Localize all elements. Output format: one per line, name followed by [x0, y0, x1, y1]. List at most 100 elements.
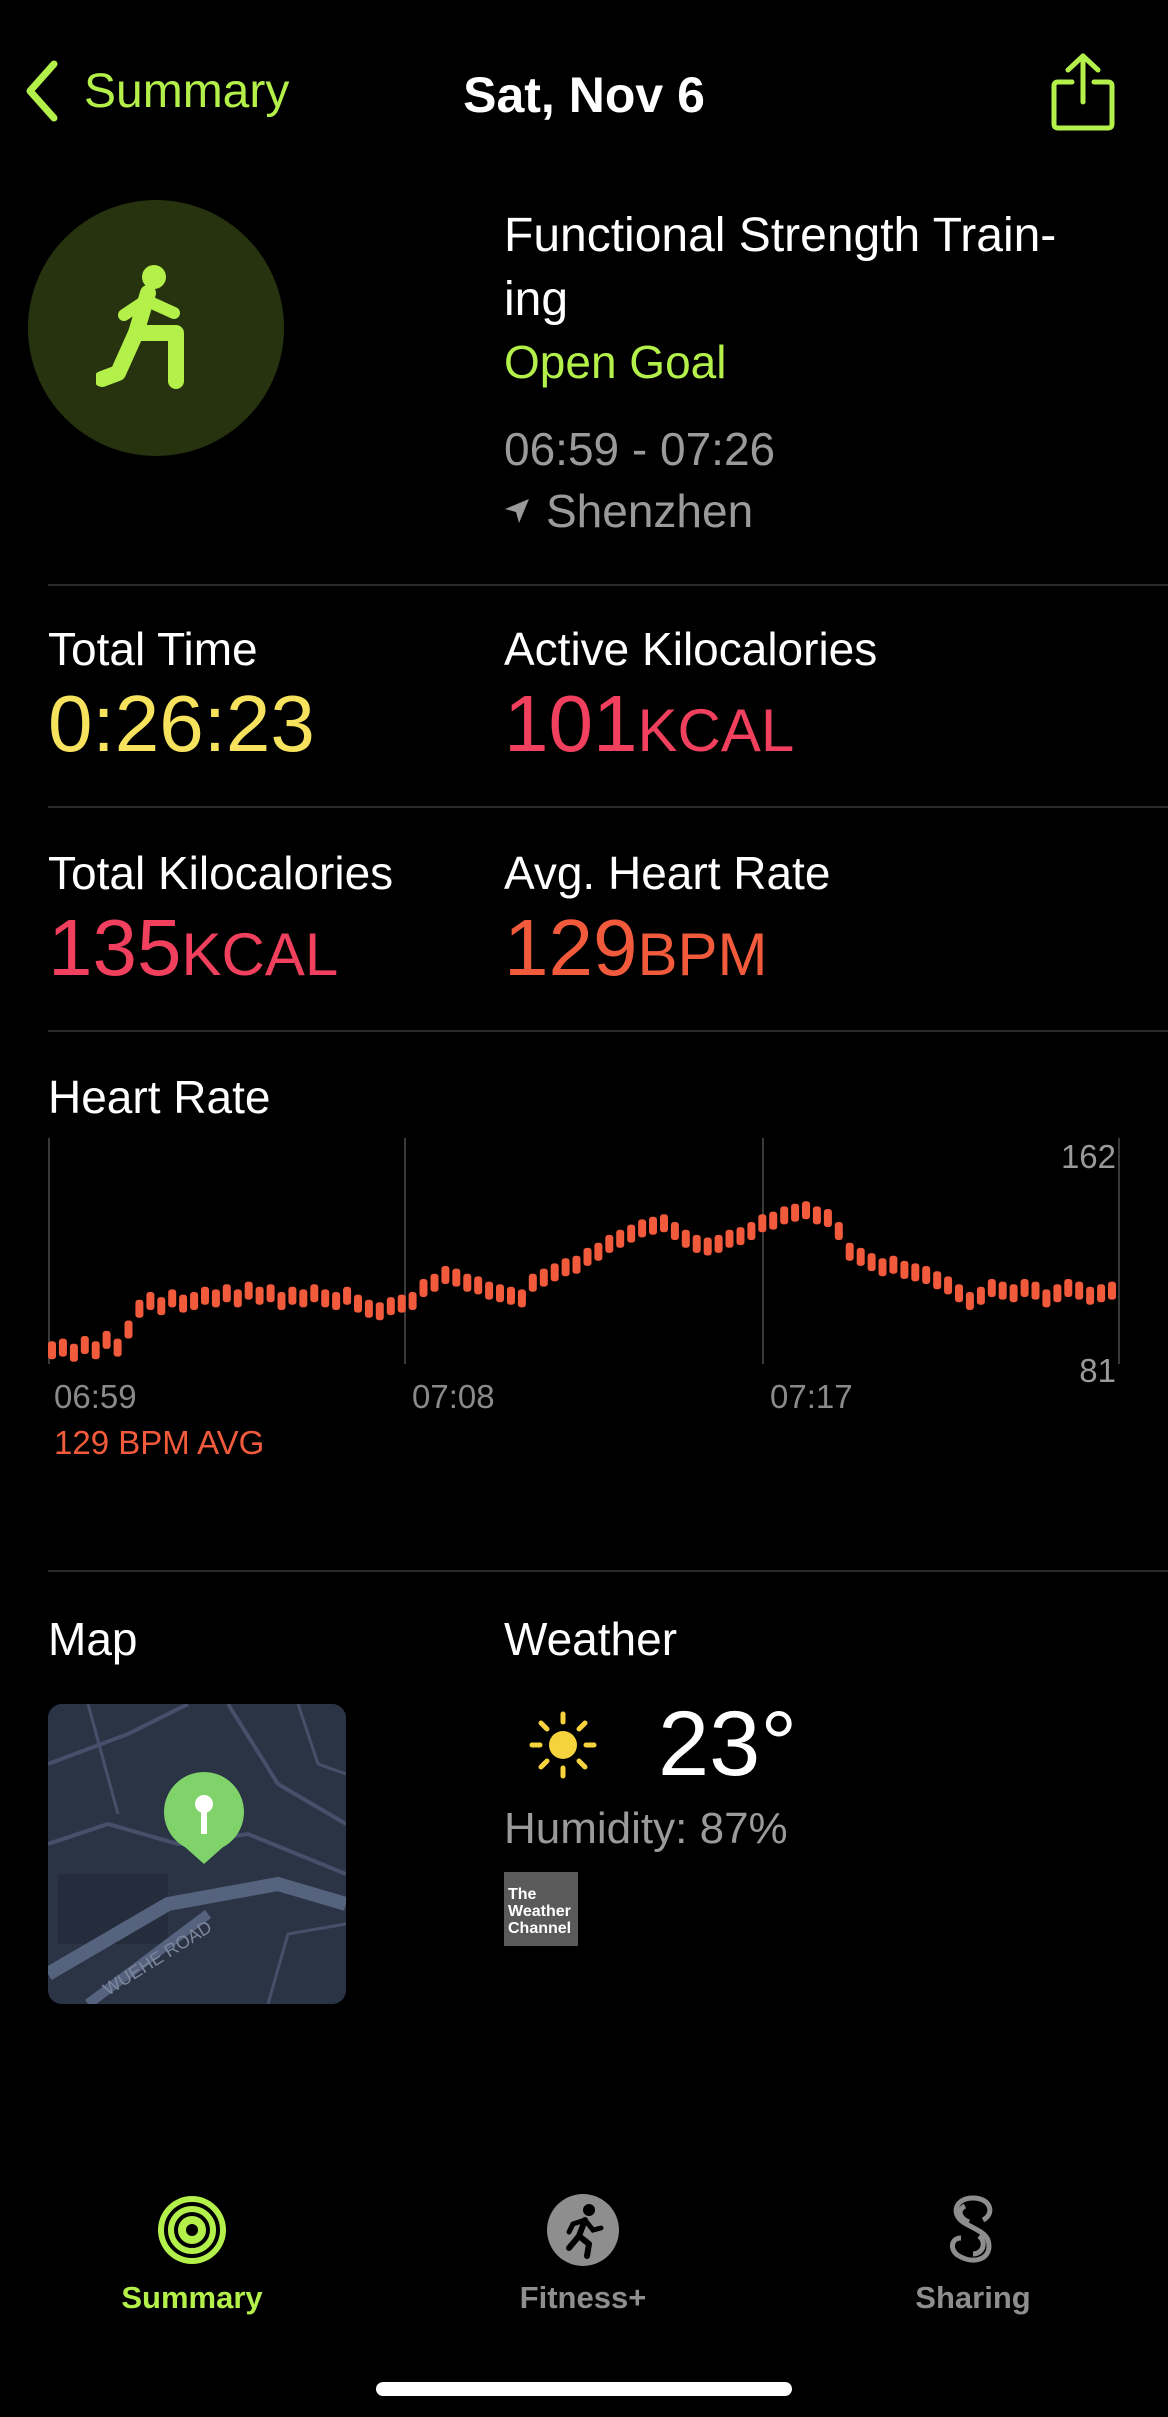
workout-title-line1: Functional Strength Train-: [504, 209, 1057, 262]
heart-rate-point: [692, 1234, 701, 1253]
heart-rate-point: [222, 1284, 231, 1303]
heart-rate-point: [135, 1299, 144, 1318]
workout-header: Functional Strength Train- ing Open Goal…: [0, 200, 1168, 580]
heart-rate-point: [397, 1294, 406, 1313]
heart-rate-point: [769, 1211, 778, 1230]
heart-rate-point: [878, 1258, 887, 1277]
navigation-bar: Summary Sat, Nov 6: [0, 0, 1168, 190]
y-min-label: 81: [1079, 1352, 1116, 1389]
divider: [48, 1030, 1168, 1032]
heart-rate-point: [211, 1289, 220, 1308]
heart-rate-point: [474, 1276, 483, 1295]
heart-rate-point: [965, 1292, 974, 1310]
heart-rate-point: [834, 1222, 843, 1240]
heart-rate-point: [332, 1292, 341, 1310]
heart-rate-point: [375, 1302, 384, 1321]
heart-rate-point: [583, 1247, 592, 1266]
map-tiles: WUEHE ROAD: [48, 1704, 346, 2004]
route-map[interactable]: WUEHE ROAD: [48, 1704, 346, 2004]
heart-rate-point: [944, 1276, 953, 1295]
total-kcal-value-row: 135KCAL: [48, 904, 393, 999]
heart-rate-point: [69, 1343, 78, 1362]
heart-rate-point: [823, 1209, 832, 1227]
share-icon[interactable]: [1050, 52, 1116, 132]
workout-badge: [28, 200, 284, 456]
y-max-label: 162: [1061, 1138, 1116, 1175]
total-time-stat: Total Time 0:26:23: [48, 622, 315, 768]
heart-rate-point: [605, 1234, 614, 1253]
tab-fitness-plus[interactable]: Fitness+: [433, 2170, 733, 2316]
tab-fitness-plus-label: Fitness+: [519, 2280, 647, 2315]
heart-rate-point: [288, 1286, 297, 1305]
page-title: Sat, Nov 6: [463, 67, 705, 123]
heart-rate-point: [1086, 1286, 1095, 1305]
workout-title: Functional Strength Train- ing: [504, 204, 1144, 332]
heart-rate-point: [48, 1341, 56, 1360]
heart-rate-point: [1097, 1284, 1106, 1303]
heart-rate-point: [550, 1263, 559, 1282]
heart-rate-point: [321, 1289, 330, 1308]
heart-rate-point: [190, 1292, 199, 1310]
fitness-plus-icon: [547, 2194, 619, 2266]
heart-rate-point: [561, 1258, 570, 1277]
heart-rate-point: [485, 1281, 494, 1300]
heart-rate-point: [91, 1341, 100, 1360]
heart-rate-point: [299, 1289, 308, 1308]
strength-training-icon: [96, 265, 184, 389]
heart-rate-point: [627, 1224, 636, 1243]
heart-rate-point: [441, 1266, 450, 1284]
workout-location: Shenzhen: [504, 484, 1144, 538]
active-kcal-value: 101: [504, 679, 638, 768]
heart-rate-point: [670, 1222, 679, 1240]
heart-rate-point: [976, 1286, 985, 1305]
heart-rate-point: [255, 1286, 264, 1305]
avg-hr-stat: Avg. Heart Rate 129BPM: [504, 846, 830, 999]
back-button[interactable]: Summary: [22, 60, 289, 122]
heart-rate-point: [157, 1297, 166, 1316]
heart-rate-point: [1042, 1289, 1051, 1308]
heart-rate-point: [102, 1330, 111, 1349]
heart-rate-point: [703, 1237, 712, 1256]
location-label: Shenzhen: [546, 485, 754, 537]
heart-rate-point: [1108, 1281, 1116, 1300]
workout-title-line2: ing: [504, 273, 569, 326]
heart-rate-point: [616, 1229, 625, 1248]
tab-sharing[interactable]: Sharing: [823, 2170, 1123, 2316]
heart-rate-point: [528, 1273, 537, 1292]
back-label: Summary: [84, 64, 290, 118]
heart-rate-point: [277, 1292, 286, 1310]
heart-rate-average: 129 BPM AVG: [54, 1424, 265, 1461]
heart-rate-point: [386, 1297, 395, 1316]
total-kcal-label: Total Kilocalories: [48, 847, 394, 899]
workout-time-range: 06:59 - 07:26: [504, 423, 776, 475]
heart-rate-point: [867, 1253, 876, 1272]
heart-rate-point: [649, 1216, 657, 1235]
heart-rate-point: [201, 1286, 209, 1305]
tab-summary[interactable]: Summary: [42, 2170, 342, 2316]
heart-rate-point: [179, 1294, 188, 1313]
heart-rate-point: [496, 1284, 504, 1303]
home-indicator[interactable]: [376, 2382, 792, 2396]
total-kcal-value: 135: [48, 903, 182, 992]
active-kcal-value-row: 101KCAL: [504, 680, 877, 775]
tab-bar: Summary Fitness+ Sharing: [0, 2170, 1168, 2330]
weather-label: Weather: [504, 1613, 678, 1665]
heart-rate-point: [791, 1203, 800, 1222]
heart-rate-point: [408, 1292, 417, 1310]
heart-rate-point: [168, 1289, 177, 1308]
heart-rate-point: [638, 1219, 647, 1238]
avg-hr-label: Avg. Heart Rate: [504, 847, 831, 899]
heart-rate-point: [987, 1279, 996, 1297]
avg-hr-value-row: 129BPM: [504, 904, 830, 999]
heart-rate-point: [1020, 1279, 1029, 1297]
heart-rate-point: [1053, 1284, 1062, 1303]
heart-rate-point: [933, 1271, 942, 1290]
workout-goal: Open Goal: [504, 336, 727, 388]
heart-rate-point: [419, 1279, 428, 1297]
heart-rate-point: [780, 1206, 789, 1225]
total-kcal-unit: KCAL: [181, 921, 339, 988]
tab-sharing-label: Sharing: [915, 2280, 1031, 2315]
heart-rate-point: [507, 1286, 515, 1305]
heart-rate-point: [660, 1214, 668, 1233]
weather-channel-logo[interactable]: The Weather Channel: [504, 1872, 578, 1946]
